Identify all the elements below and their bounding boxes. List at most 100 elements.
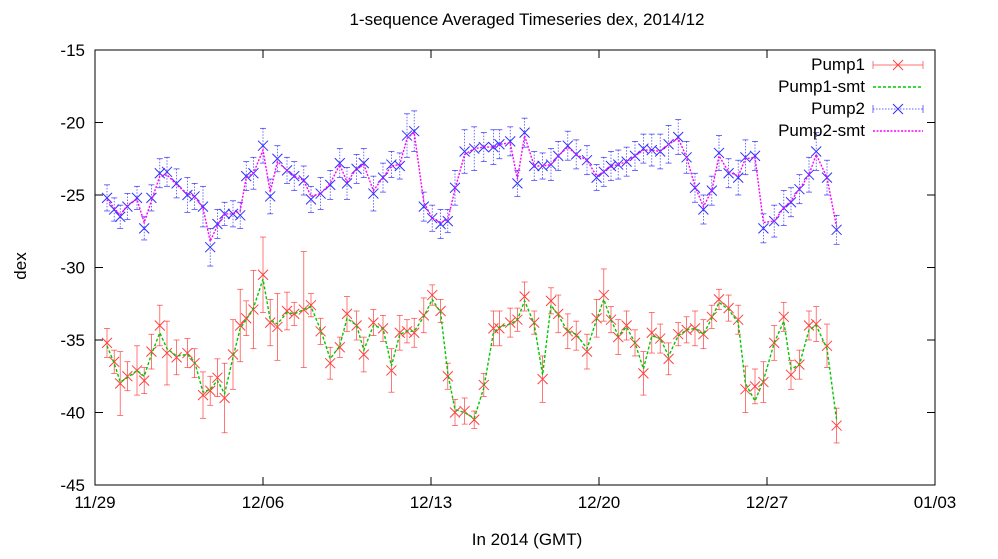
data-point [562, 325, 574, 337]
data-point [324, 357, 336, 369]
data-point [785, 369, 797, 381]
data-point [732, 314, 744, 326]
data-point [272, 153, 283, 165]
series-pump2-points [101, 110, 842, 267]
data-point [537, 373, 548, 385]
legend-marker [892, 59, 904, 71]
data-point [351, 163, 362, 175]
y-tick-label: -30 [60, 259, 85, 278]
data-point [831, 420, 842, 431]
data-point [240, 312, 252, 324]
plot-area-frame [94, 49, 936, 486]
x-tick-label: 11/29 [74, 493, 115, 512]
data-point [689, 323, 701, 334]
data-point [334, 341, 346, 353]
data-point [810, 146, 822, 157]
data-point [494, 323, 505, 334]
data-point [740, 151, 751, 163]
legend-label-pump1-smt: Pump1-smt [778, 77, 865, 96]
data-point [298, 175, 310, 186]
data-point [488, 141, 499, 153]
data-point [598, 289, 610, 301]
data-point [654, 333, 666, 344]
x-axis-label: In 2014 (GMT) [472, 530, 583, 549]
data-point [394, 327, 406, 339]
data-point [749, 150, 761, 162]
y-tick-label: -40 [60, 404, 85, 423]
data-point [394, 160, 406, 172]
data-point [146, 346, 157, 357]
data-point [114, 211, 126, 223]
data-point [257, 269, 269, 281]
data-point [785, 196, 797, 208]
data-point [305, 193, 317, 205]
data-point [305, 299, 317, 311]
data-point [605, 314, 617, 326]
data-point [581, 346, 593, 357]
data-point [459, 405, 470, 417]
data-point [341, 178, 353, 189]
data-point [713, 294, 725, 305]
data-point [227, 208, 239, 220]
legend-label-pump2: Pump2 [811, 99, 865, 118]
x-tick-label: 12/06 [242, 493, 285, 512]
data-point [426, 289, 438, 301]
data-point [219, 392, 230, 404]
y-tick-label: -20 [60, 114, 85, 133]
data-point [612, 159, 624, 170]
data-point [171, 178, 182, 189]
data-point [740, 383, 751, 395]
data-point [749, 381, 761, 392]
data-point [459, 146, 470, 157]
data-point [341, 308, 353, 320]
data-point [212, 372, 223, 384]
data-point [638, 367, 649, 379]
data-point [358, 349, 370, 360]
data-point [591, 172, 602, 183]
data-point [426, 212, 438, 224]
data-point [257, 140, 269, 152]
data-point [504, 317, 516, 328]
data-point [442, 215, 454, 227]
y-axis-label: dex [11, 252, 30, 280]
data-point [621, 320, 632, 331]
legend-marker [892, 103, 904, 115]
data-point [122, 370, 133, 382]
data-point [264, 317, 276, 328]
x-tick-label: 12/27 [746, 493, 789, 512]
data-point [821, 340, 833, 352]
data-point [803, 320, 815, 331]
data-point [706, 311, 718, 323]
chart-title: 1-sequence Averaged Timeseries dex, 2014… [349, 10, 704, 29]
data-point [794, 183, 805, 195]
data-point [591, 312, 602, 324]
data-point [408, 327, 420, 339]
data-point [368, 188, 379, 199]
series-pump1-points [101, 236, 842, 444]
data-point [197, 389, 209, 401]
data-point [204, 241, 216, 253]
data-point [758, 222, 769, 234]
data-point [131, 365, 143, 376]
data-point [204, 385, 216, 397]
data-point [154, 167, 166, 179]
data-point [264, 191, 276, 202]
data-point [663, 353, 674, 365]
data-point [562, 140, 574, 152]
data-point [778, 311, 790, 323]
series-pump1-smt-line [106, 278, 838, 420]
data-point [758, 376, 769, 388]
y-tick-label: -35 [60, 331, 85, 350]
data-point [324, 179, 336, 191]
data-point [234, 320, 246, 331]
data-point [138, 375, 150, 386]
data-point [101, 192, 113, 204]
data-point [334, 157, 346, 169]
legend: Pump1 Pump1-smt Pump2 Pump2-smt [778, 55, 924, 140]
data-point [831, 224, 842, 236]
data-point [494, 138, 505, 150]
data-point [281, 305, 293, 317]
data-point [723, 167, 734, 179]
